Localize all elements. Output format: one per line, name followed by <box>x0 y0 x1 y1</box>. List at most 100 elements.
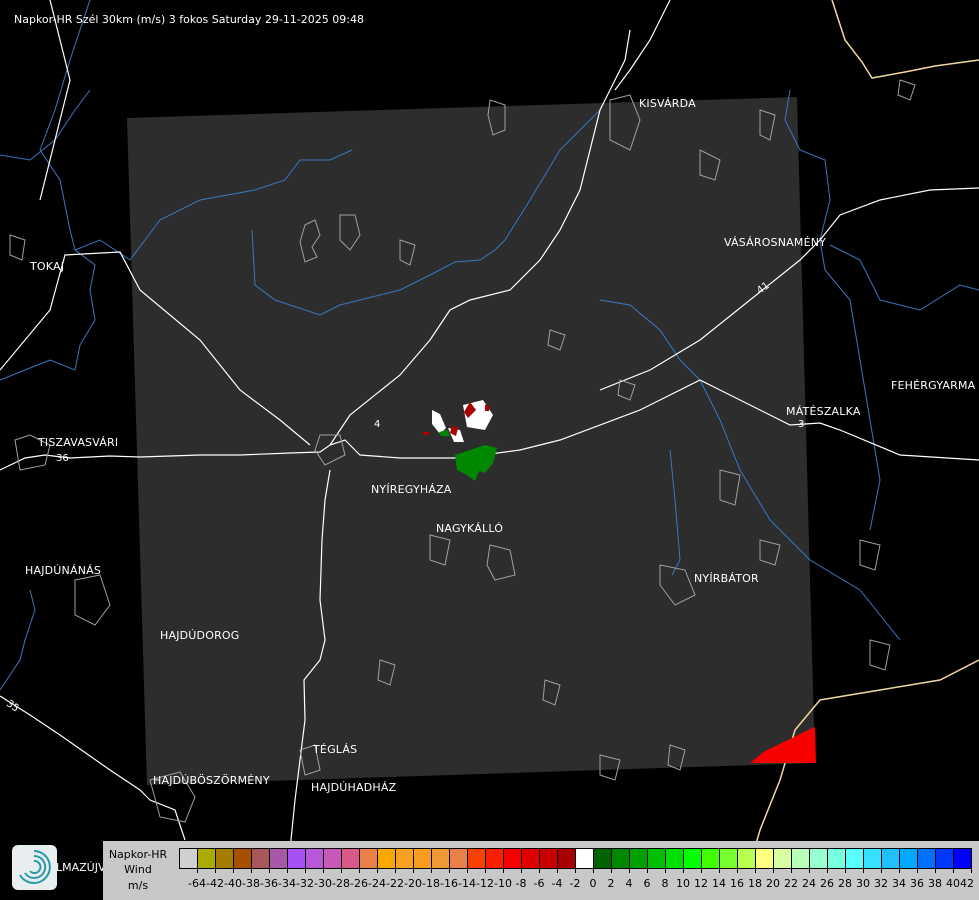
napkor-logo <box>12 845 57 890</box>
legend-tick-label: -6 <box>533 877 545 890</box>
legend-tick-label: -8 <box>515 877 527 890</box>
town-label: NAGYKÁLLÓ <box>436 522 504 535</box>
legend-tick <box>377 868 378 873</box>
legend-tick <box>359 868 360 873</box>
town-label: NYÍREGYHÁZA <box>371 483 452 496</box>
legend-tick <box>809 868 810 873</box>
legend-swatch <box>900 849 918 868</box>
legend-tick-label: 6 <box>643 877 651 890</box>
legend-tick-label: 16 <box>730 877 744 890</box>
legend-tick <box>647 868 648 873</box>
legend-swatches <box>179 848 972 869</box>
legend-swatch <box>882 849 900 868</box>
legend-tick <box>665 868 666 873</box>
legend-tick <box>899 868 900 873</box>
legend-swatch <box>396 849 414 868</box>
legend-tick-label: 40 <box>946 877 960 890</box>
town-label: FEHÉRGYARMA <box>891 379 976 392</box>
town-label: TOKAJ <box>30 260 65 273</box>
legend-swatch <box>216 849 234 868</box>
legend-swatch <box>864 849 882 868</box>
town-label: HAJDÚBÖSZÖRMÉNY <box>153 774 270 787</box>
legend-tick <box>737 868 738 873</box>
legend-tick <box>287 868 288 873</box>
legend-tick <box>197 868 198 873</box>
legend-tick <box>413 868 414 873</box>
legend-tick <box>539 868 540 873</box>
legend-swatch <box>630 849 648 868</box>
legend-swatch <box>684 849 702 868</box>
legend-tick <box>557 868 558 873</box>
legend-tick <box>827 868 828 873</box>
country-border <box>831 0 979 79</box>
legend-tick-label: 10 <box>676 877 690 890</box>
legend-swatch <box>342 849 360 868</box>
road-number: 4 <box>374 419 381 430</box>
town-label: HAJDÚDOROG <box>160 629 240 642</box>
legend-tick <box>611 868 612 873</box>
legend-swatch <box>738 849 756 868</box>
legend-tick <box>215 868 216 873</box>
legend-swatch <box>576 849 594 868</box>
legend-swatch <box>774 849 792 868</box>
legend-tick <box>863 868 864 873</box>
legend-tick-label: 32 <box>874 877 888 890</box>
legend-tick-label: 26 <box>820 877 834 890</box>
town-label: VÁSÁROSNAMÉNY <box>724 236 827 249</box>
legend-tick-label: 4 <box>625 877 633 890</box>
legend-tick-label: -26 <box>350 877 368 890</box>
town-label: MÁTÉSZALKA <box>786 405 861 418</box>
legend-tick <box>521 868 522 873</box>
settlement-outlines <box>9 79 916 823</box>
legend-tick-label: 12 <box>694 877 708 890</box>
legend-tick <box>395 868 396 873</box>
legend-tick <box>467 868 468 873</box>
legend-tick-label: 8 <box>661 877 669 890</box>
legend-tick <box>719 868 720 873</box>
echo-red-bottom-right <box>750 727 816 763</box>
legend-quantity: Wind <box>124 863 152 876</box>
legend-tick-label: 30 <box>856 877 870 890</box>
legend-tick-label: 42 <box>960 877 974 890</box>
legend-tick <box>773 868 774 873</box>
legend-tick-label: 38 <box>928 877 942 890</box>
legend-tick-label: -20 <box>404 877 422 890</box>
legend-swatch <box>252 849 270 868</box>
color-legend: Napkor-HR Wind m/s -64 -42 -40 -38 -36 -34 -32… <box>103 841 979 900</box>
legend-tick <box>305 868 306 873</box>
legend-tick-label: -40 <box>224 877 242 890</box>
radar-echoes <box>423 400 816 763</box>
legend-swatch <box>270 849 288 868</box>
legend-swatch <box>198 849 216 868</box>
town-label: KISVÁRDA <box>639 97 696 110</box>
legend-tick-label: -24 <box>368 877 386 890</box>
legend-tick <box>917 868 918 873</box>
legend-tick-label: -42 <box>206 877 224 890</box>
legend-tick <box>683 868 684 873</box>
legend-swatch <box>720 849 738 868</box>
legend-swatch <box>324 849 342 868</box>
legend-tick-label: 34 <box>892 877 906 890</box>
legend-tick <box>341 868 342 873</box>
legend-tick <box>791 868 792 873</box>
legend-swatch <box>558 849 576 868</box>
legend-swatch <box>954 849 971 868</box>
legend-tick-label: 20 <box>766 877 780 890</box>
legend-tick-label: 18 <box>748 877 762 890</box>
legend-tick <box>953 868 954 873</box>
legend-tick <box>449 868 450 873</box>
echo-dark-red <box>423 402 489 436</box>
radar-coverage-area <box>127 97 815 785</box>
legend-swatch <box>846 849 864 868</box>
legend-tick-label: -36 <box>260 877 278 890</box>
legend-swatch <box>540 849 558 868</box>
legend-swatch <box>666 849 684 868</box>
echo-white <box>432 400 493 442</box>
legend-tick <box>431 868 432 873</box>
legend-swatch <box>432 849 450 868</box>
legend-tick <box>575 868 576 873</box>
legend-tick <box>881 868 882 873</box>
